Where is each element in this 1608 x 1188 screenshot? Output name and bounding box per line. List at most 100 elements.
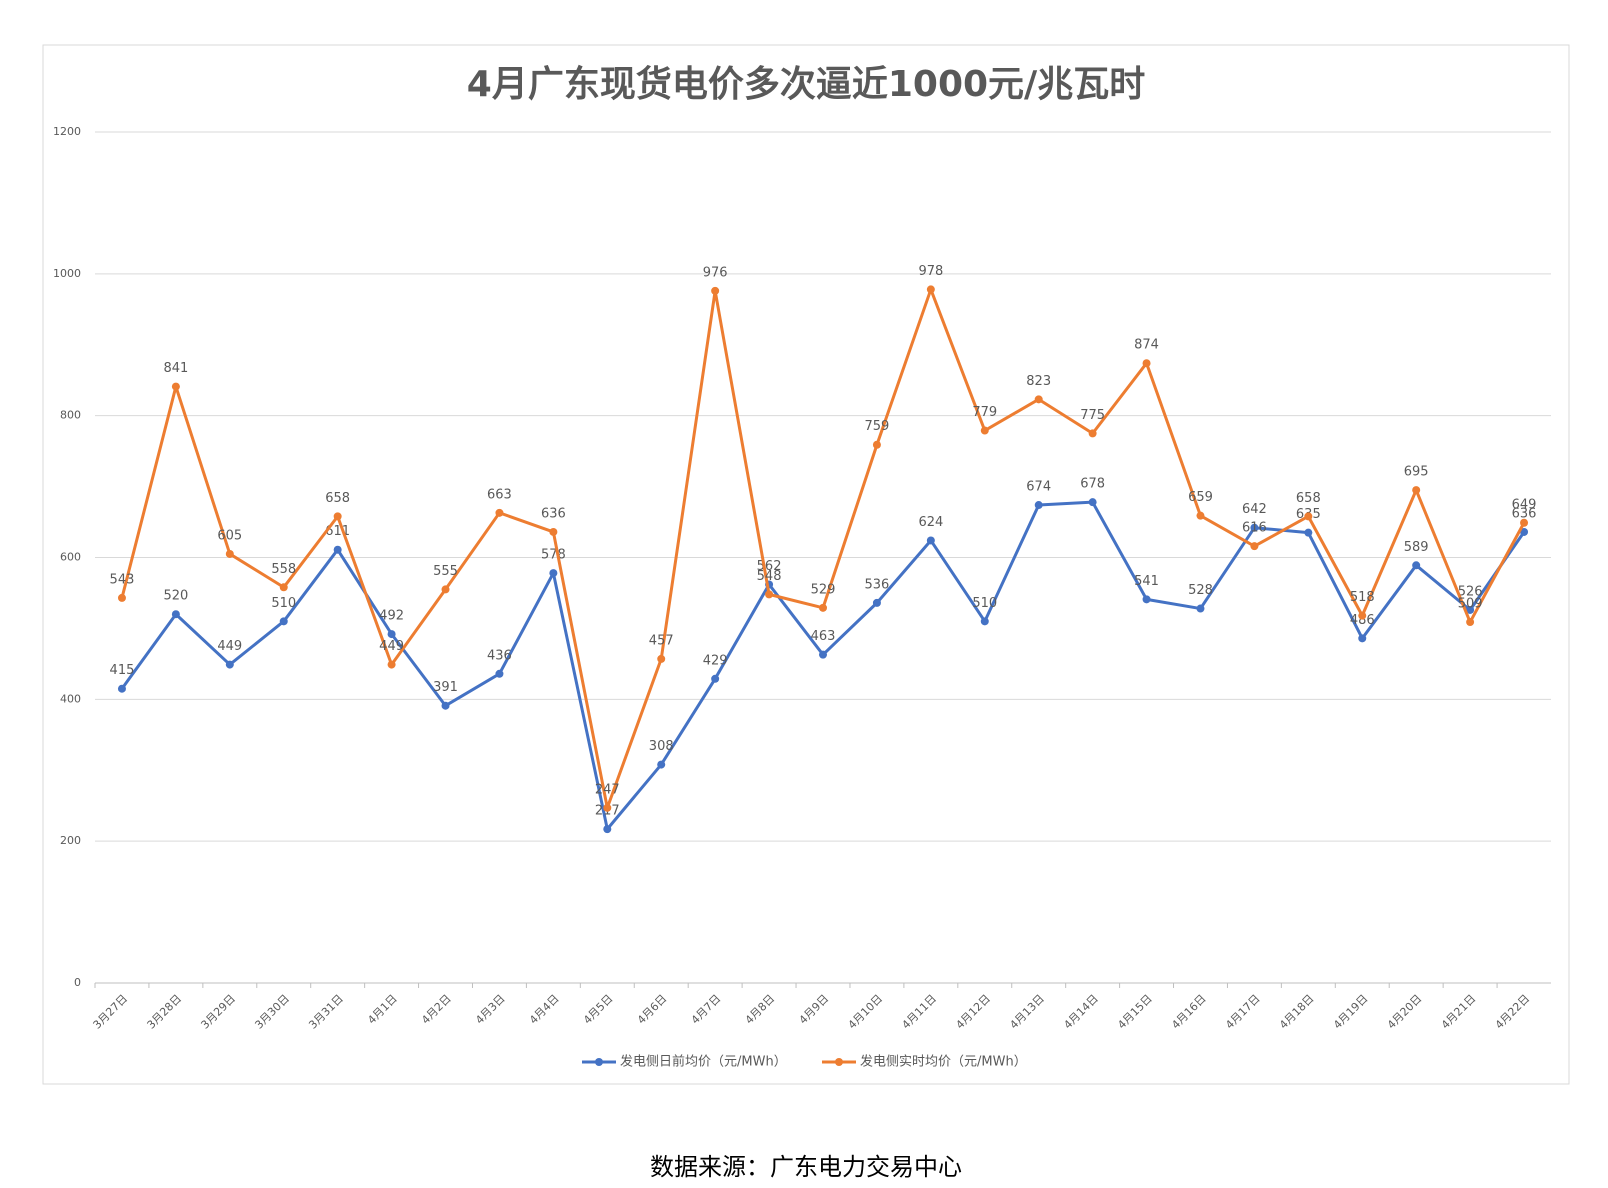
- data-point: [495, 669, 504, 678]
- y-tick-label: 600: [60, 551, 81, 564]
- data-label: 518: [1350, 590, 1375, 605]
- data-point: [441, 585, 450, 594]
- data-label: 391: [433, 680, 458, 695]
- data-point: [333, 512, 342, 521]
- data-label: 642: [1242, 502, 1267, 517]
- data-label: 436: [487, 648, 512, 663]
- data-point: [387, 660, 396, 669]
- data-point: [1412, 486, 1421, 495]
- data-point: [1142, 595, 1151, 604]
- data-label: 529: [811, 582, 836, 597]
- data-point: [117, 593, 126, 602]
- data-label: 415: [110, 663, 135, 678]
- data-point: [225, 549, 234, 558]
- data-label: 509: [1458, 597, 1483, 612]
- data-label: 449: [379, 639, 404, 654]
- y-tick-label: 800: [60, 409, 81, 422]
- y-tick-label: 200: [60, 834, 81, 847]
- data-label: 510: [972, 596, 997, 611]
- data-point: [1196, 604, 1205, 613]
- legend-label: 发电侧实时均价（元/MWh）: [860, 1054, 1027, 1070]
- data-label: 976: [703, 265, 728, 280]
- data-label: 589: [1404, 540, 1429, 555]
- data-label: 874: [1134, 338, 1159, 353]
- data-point: [1520, 518, 1529, 527]
- data-label: 658: [1296, 491, 1321, 506]
- data-label: 636: [1512, 506, 1537, 521]
- data-point: [872, 440, 881, 449]
- data-label: 841: [163, 361, 188, 376]
- data-label: 429: [703, 653, 728, 668]
- data-label: 463: [811, 629, 836, 644]
- data-point: [980, 426, 989, 435]
- y-tick-label: 1200: [53, 125, 81, 138]
- data-point: [1250, 523, 1259, 532]
- data-point: [549, 569, 558, 578]
- data-point: [171, 610, 180, 619]
- data-label: 541: [1134, 574, 1159, 589]
- data-label: 978: [918, 264, 943, 279]
- data-point: [279, 583, 288, 592]
- y-tick-label: 400: [60, 692, 81, 705]
- data-point: [657, 760, 666, 769]
- data-point: [333, 545, 342, 554]
- data-label: 695: [1404, 465, 1429, 480]
- data-point: [1358, 611, 1367, 620]
- data-point: [765, 590, 774, 599]
- data-point: [926, 536, 935, 545]
- data-label: 548: [757, 569, 782, 584]
- data-point: [819, 603, 827, 612]
- data-label: 779: [972, 405, 997, 420]
- data-label: 658: [325, 491, 350, 506]
- legend-marker: [835, 1058, 843, 1066]
- data-label: 616: [1242, 521, 1267, 536]
- data-point: [1088, 429, 1097, 438]
- data-point: [1520, 527, 1529, 536]
- data-point: [1034, 501, 1043, 510]
- data-point: [711, 674, 720, 683]
- data-label: 674: [1026, 480, 1051, 495]
- data-point: [872, 598, 881, 607]
- data-label: 678: [1080, 477, 1105, 492]
- data-label: 492: [379, 609, 404, 624]
- data-point: [225, 660, 234, 669]
- data-label: 649: [1512, 497, 1537, 512]
- data-point: [603, 825, 612, 834]
- data-point: [1142, 359, 1151, 368]
- data-point: [1304, 528, 1313, 537]
- data-point: [1034, 395, 1043, 404]
- data-point: [1358, 634, 1367, 643]
- data-point: [657, 654, 666, 663]
- data-point: [1412, 561, 1421, 570]
- data-label: 520: [163, 589, 188, 604]
- data-point: [279, 617, 288, 626]
- data-label: 308: [649, 739, 674, 754]
- data-label: 636: [541, 506, 566, 521]
- data-point: [171, 382, 180, 391]
- data-point: [495, 508, 504, 517]
- data-point: [980, 617, 989, 626]
- data-label: 663: [487, 487, 512, 502]
- data-point: [387, 630, 396, 639]
- legend-label: 发电侧日前均价（元/MWh）: [620, 1054, 787, 1070]
- data-point: [549, 527, 558, 536]
- data-label: 510: [271, 596, 296, 611]
- data-label: 578: [541, 548, 566, 563]
- data-point: [1088, 498, 1097, 507]
- data-label: 528: [1188, 583, 1213, 598]
- data-point: [819, 650, 827, 659]
- data-label: 247: [595, 782, 620, 797]
- y-tick-label: 1000: [53, 267, 81, 280]
- data-label: 457: [649, 633, 674, 648]
- data-point: [1466, 605, 1475, 614]
- data-point: [1466, 618, 1475, 627]
- data-point: [603, 803, 612, 812]
- data-label: 659: [1188, 490, 1213, 505]
- data-point: [1196, 511, 1205, 520]
- data-point: [1304, 512, 1313, 521]
- legend-marker: [595, 1058, 603, 1066]
- data-point: [441, 701, 450, 710]
- data-label: 449: [217, 639, 242, 654]
